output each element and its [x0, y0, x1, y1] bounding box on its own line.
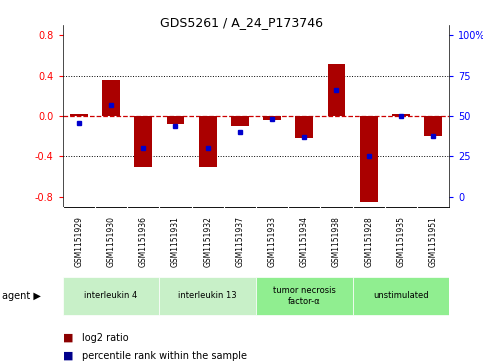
FancyBboxPatch shape	[159, 277, 256, 315]
Text: interleukin 4: interleukin 4	[85, 291, 138, 300]
FancyBboxPatch shape	[256, 277, 353, 315]
Text: GDS5261 / A_24_P173746: GDS5261 / A_24_P173746	[160, 16, 323, 29]
Text: percentile rank within the sample: percentile rank within the sample	[82, 351, 247, 361]
Text: GSM1151932: GSM1151932	[203, 216, 212, 267]
Text: GSM1151930: GSM1151930	[107, 216, 115, 267]
Text: GSM1151936: GSM1151936	[139, 216, 148, 267]
Text: log2 ratio: log2 ratio	[82, 333, 129, 343]
Text: GSM1151951: GSM1151951	[428, 216, 438, 267]
Text: GSM1151933: GSM1151933	[268, 216, 277, 267]
Text: ■: ■	[63, 333, 77, 343]
Text: GSM1151928: GSM1151928	[364, 216, 373, 267]
Bar	[296, 116, 313, 138]
Text: tumor necrosis
factor-α: tumor necrosis factor-α	[273, 286, 336, 306]
Text: GSM1151931: GSM1151931	[171, 216, 180, 267]
Text: interleukin 13: interleukin 13	[178, 291, 237, 300]
Bar	[263, 116, 281, 120]
Text: agent ▶: agent ▶	[2, 291, 41, 301]
FancyBboxPatch shape	[353, 277, 449, 315]
Text: GSM1151935: GSM1151935	[397, 216, 405, 267]
Text: GSM1151938: GSM1151938	[332, 216, 341, 267]
Bar	[167, 116, 185, 124]
Text: GSM1151929: GSM1151929	[74, 216, 84, 267]
Bar	[199, 116, 216, 167]
Bar	[231, 116, 249, 126]
Bar	[360, 116, 378, 202]
Bar	[327, 64, 345, 116]
Text: ■: ■	[63, 351, 77, 361]
Bar	[70, 114, 88, 116]
Bar	[392, 114, 410, 116]
Text: GSM1151934: GSM1151934	[300, 216, 309, 267]
Text: unstimulated: unstimulated	[373, 291, 429, 300]
Bar	[424, 116, 442, 136]
Text: GSM1151937: GSM1151937	[235, 216, 244, 267]
FancyBboxPatch shape	[63, 277, 159, 315]
Bar	[102, 80, 120, 116]
Bar	[134, 116, 152, 167]
